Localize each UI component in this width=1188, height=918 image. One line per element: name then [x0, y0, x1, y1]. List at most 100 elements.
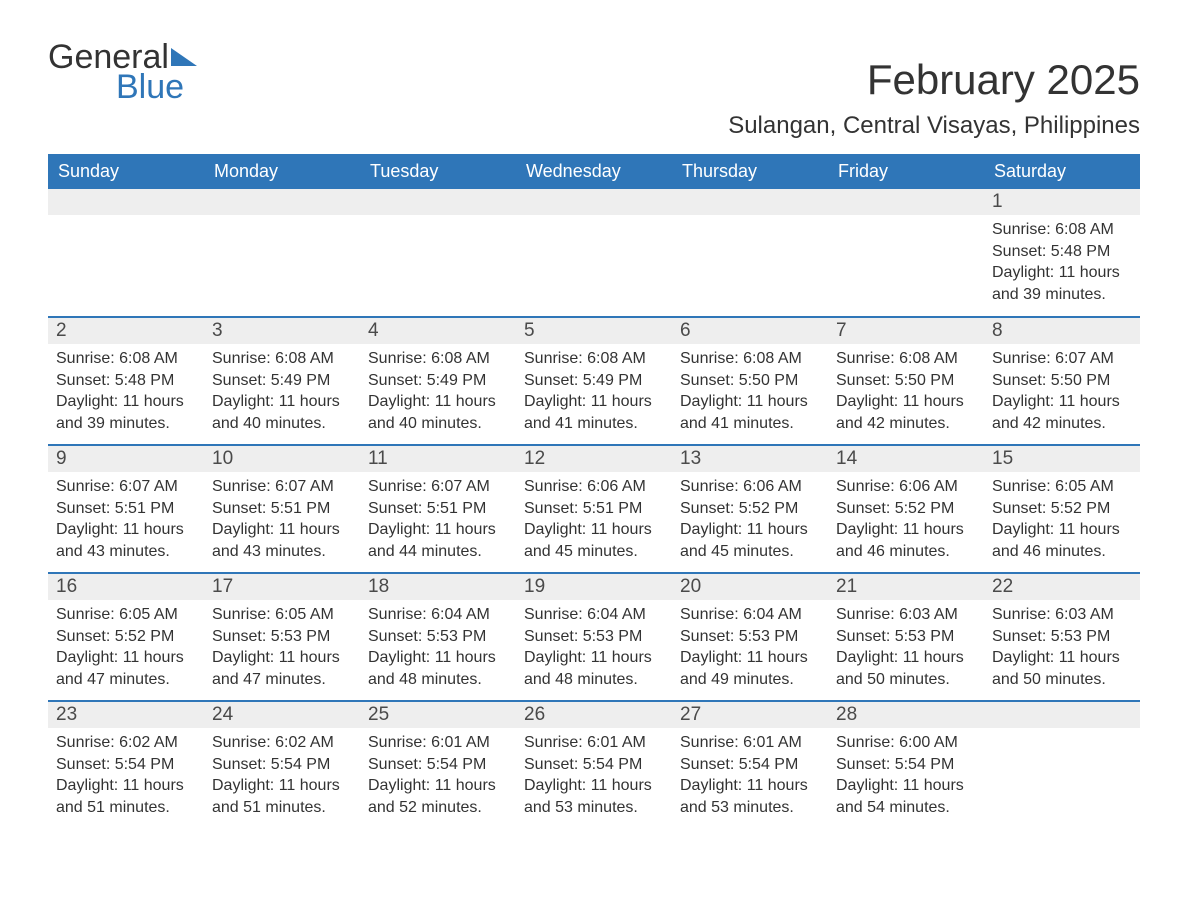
day-body: Sunrise: 6:08 AMSunset: 5:49 PMDaylight:…	[516, 344, 672, 442]
calendar-day: 20Sunrise: 6:04 AMSunset: 5:53 PMDayligh…	[672, 573, 828, 701]
day-daylight: Daylight: 11 hours and 40 minutes.	[368, 391, 508, 434]
day-number: 6	[672, 318, 828, 344]
calendar-day: 3 Sunrise: 6:08 AMSunset: 5:49 PMDaylight…	[204, 317, 360, 445]
day-sunset: Sunset: 5:51 PM	[56, 498, 196, 520]
day-sunrise: Sunrise: 6:05 AM	[992, 476, 1132, 498]
day-body: Sunrise: 6:04 AMSunset: 5:53 PMDaylight:…	[360, 600, 516, 698]
day-number: 3	[204, 318, 360, 344]
calendar-day: 21Sunrise: 6:03 AMSunset: 5:53 PMDayligh…	[828, 573, 984, 701]
day-number: 14	[828, 446, 984, 472]
weekday-header: Saturday	[984, 154, 1140, 189]
day-number	[672, 189, 828, 215]
day-body: Sunrise: 6:07 AMSunset: 5:50 PMDaylight:…	[984, 344, 1140, 442]
day-body: Sunrise: 6:02 AMSunset: 5:54 PMDaylight:…	[204, 728, 360, 826]
day-sunset: Sunset: 5:48 PM	[56, 370, 196, 392]
calendar-day: 17Sunrise: 6:05 AMSunset: 5:53 PMDayligh…	[204, 573, 360, 701]
day-sunrise: Sunrise: 6:08 AM	[524, 348, 664, 370]
day-body: Sunrise: 6:05 AMSunset: 5:53 PMDaylight:…	[204, 600, 360, 698]
day-sunset: Sunset: 5:54 PM	[836, 754, 976, 776]
day-daylight: Daylight: 11 hours and 40 minutes.	[212, 391, 352, 434]
day-daylight: Daylight: 11 hours and 47 minutes.	[56, 647, 196, 690]
day-body: Sunrise: 6:02 AMSunset: 5:54 PMDaylight:…	[48, 728, 204, 826]
day-number	[204, 189, 360, 215]
calendar-day: 14Sunrise: 6:06 AMSunset: 5:52 PMDayligh…	[828, 445, 984, 573]
day-number: 5	[516, 318, 672, 344]
day-daylight: Daylight: 11 hours and 45 minutes.	[680, 519, 820, 562]
day-sunset: Sunset: 5:54 PM	[56, 754, 196, 776]
day-sunset: Sunset: 5:51 PM	[368, 498, 508, 520]
page-subtitle: Sulangan, Central Visayas, Philippines	[48, 112, 1140, 140]
day-body: Sunrise: 6:00 AMSunset: 5:54 PMDaylight:…	[828, 728, 984, 826]
day-sunrise: Sunrise: 6:08 AM	[56, 348, 196, 370]
day-number: 25	[360, 702, 516, 728]
calendar-day-empty	[516, 189, 672, 317]
day-number	[516, 189, 672, 215]
day-daylight: Daylight: 11 hours and 43 minutes.	[56, 519, 196, 562]
day-sunset: Sunset: 5:49 PM	[368, 370, 508, 392]
day-sunrise: Sunrise: 6:01 AM	[368, 732, 508, 754]
calendar-day: 2 Sunrise: 6:08 AMSunset: 5:48 PMDaylight…	[48, 317, 204, 445]
day-body: Sunrise: 6:03 AMSunset: 5:53 PMDaylight:…	[984, 600, 1140, 698]
calendar-day-empty	[360, 189, 516, 317]
calendar-day: 25Sunrise: 6:01 AMSunset: 5:54 PMDayligh…	[360, 701, 516, 829]
calendar-week: 9Sunrise: 6:07 AMSunset: 5:51 PMDaylight…	[48, 445, 1140, 573]
day-daylight: Daylight: 11 hours and 41 minutes.	[524, 391, 664, 434]
day-body: Sunrise: 6:05 AMSunset: 5:52 PMDaylight:…	[48, 600, 204, 698]
day-daylight: Daylight: 11 hours and 39 minutes.	[992, 262, 1132, 305]
calendar-day-empty	[984, 701, 1140, 829]
day-number	[48, 189, 204, 215]
day-body: Sunrise: 6:08 AMSunset: 5:50 PMDaylight:…	[828, 344, 984, 442]
day-body: Sunrise: 6:06 AMSunset: 5:51 PMDaylight:…	[516, 472, 672, 570]
logo-word2: Blue	[116, 70, 197, 104]
calendar-week: 23Sunrise: 6:02 AMSunset: 5:54 PMDayligh…	[48, 701, 1140, 829]
calendar-day: 15Sunrise: 6:05 AMSunset: 5:52 PMDayligh…	[984, 445, 1140, 573]
day-body: Sunrise: 6:01 AMSunset: 5:54 PMDaylight:…	[672, 728, 828, 826]
day-sunrise: Sunrise: 6:07 AM	[56, 476, 196, 498]
day-sunrise: Sunrise: 6:02 AM	[56, 732, 196, 754]
day-body: Sunrise: 6:07 AMSunset: 5:51 PMDaylight:…	[204, 472, 360, 570]
day-body: Sunrise: 6:03 AMSunset: 5:53 PMDaylight:…	[828, 600, 984, 698]
day-sunset: Sunset: 5:49 PM	[212, 370, 352, 392]
day-sunrise: Sunrise: 6:05 AM	[212, 604, 352, 626]
day-daylight: Daylight: 11 hours and 46 minutes.	[836, 519, 976, 562]
day-sunrise: Sunrise: 6:01 AM	[680, 732, 820, 754]
day-sunset: Sunset: 5:51 PM	[524, 498, 664, 520]
day-sunrise: Sunrise: 6:08 AM	[212, 348, 352, 370]
day-sunrise: Sunrise: 6:08 AM	[680, 348, 820, 370]
day-daylight: Daylight: 11 hours and 39 minutes.	[56, 391, 196, 434]
day-number	[360, 189, 516, 215]
day-sunset: Sunset: 5:51 PM	[212, 498, 352, 520]
logo: General Blue	[48, 40, 197, 104]
day-daylight: Daylight: 11 hours and 49 minutes.	[680, 647, 820, 690]
day-sunrise: Sunrise: 6:06 AM	[836, 476, 976, 498]
calendar-day: 1Sunrise: 6:08 AMSunset: 5:48 PMDaylight…	[984, 189, 1140, 317]
day-sunset: Sunset: 5:53 PM	[680, 626, 820, 648]
day-sunrise: Sunrise: 6:08 AM	[992, 219, 1132, 241]
calendar-table: SundayMondayTuesdayWednesdayThursdayFrid…	[48, 154, 1140, 829]
day-sunrise: Sunrise: 6:01 AM	[524, 732, 664, 754]
day-daylight: Daylight: 11 hours and 47 minutes.	[212, 647, 352, 690]
day-daylight: Daylight: 11 hours and 51 minutes.	[212, 775, 352, 818]
day-sunset: Sunset: 5:50 PM	[836, 370, 976, 392]
calendar-day-empty	[48, 189, 204, 317]
day-sunrise: Sunrise: 6:08 AM	[836, 348, 976, 370]
day-number: 17	[204, 574, 360, 600]
day-number	[828, 189, 984, 215]
calendar-day: 12Sunrise: 6:06 AMSunset: 5:51 PMDayligh…	[516, 445, 672, 573]
day-number: 8	[984, 318, 1140, 344]
day-daylight: Daylight: 11 hours and 46 minutes.	[992, 519, 1132, 562]
calendar-week: 2Sunrise: 6:08 AMSunset: 5:48 PMDaylight…	[48, 317, 1140, 445]
weekday-header: Monday	[204, 154, 360, 189]
day-number: 1	[984, 189, 1140, 215]
calendar-day: 9 Sunrise: 6:07 AMSunset: 5:51 PMDaylight…	[48, 445, 204, 573]
day-daylight: Daylight: 11 hours and 48 minutes.	[524, 647, 664, 690]
day-number: 9	[48, 446, 204, 472]
calendar-day: 27Sunrise: 6:01 AMSunset: 5:54 PMDayligh…	[672, 701, 828, 829]
day-body: Sunrise: 6:01 AMSunset: 5:54 PMDaylight:…	[360, 728, 516, 826]
day-number: 2	[48, 318, 204, 344]
day-body: Sunrise: 6:08 AMSunset: 5:48 PMDaylight:…	[984, 215, 1140, 313]
page-title: February 2025	[867, 56, 1140, 104]
day-sunrise: Sunrise: 6:03 AM	[992, 604, 1132, 626]
day-body: Sunrise: 6:06 AMSunset: 5:52 PMDaylight:…	[672, 472, 828, 570]
day-number: 18	[360, 574, 516, 600]
